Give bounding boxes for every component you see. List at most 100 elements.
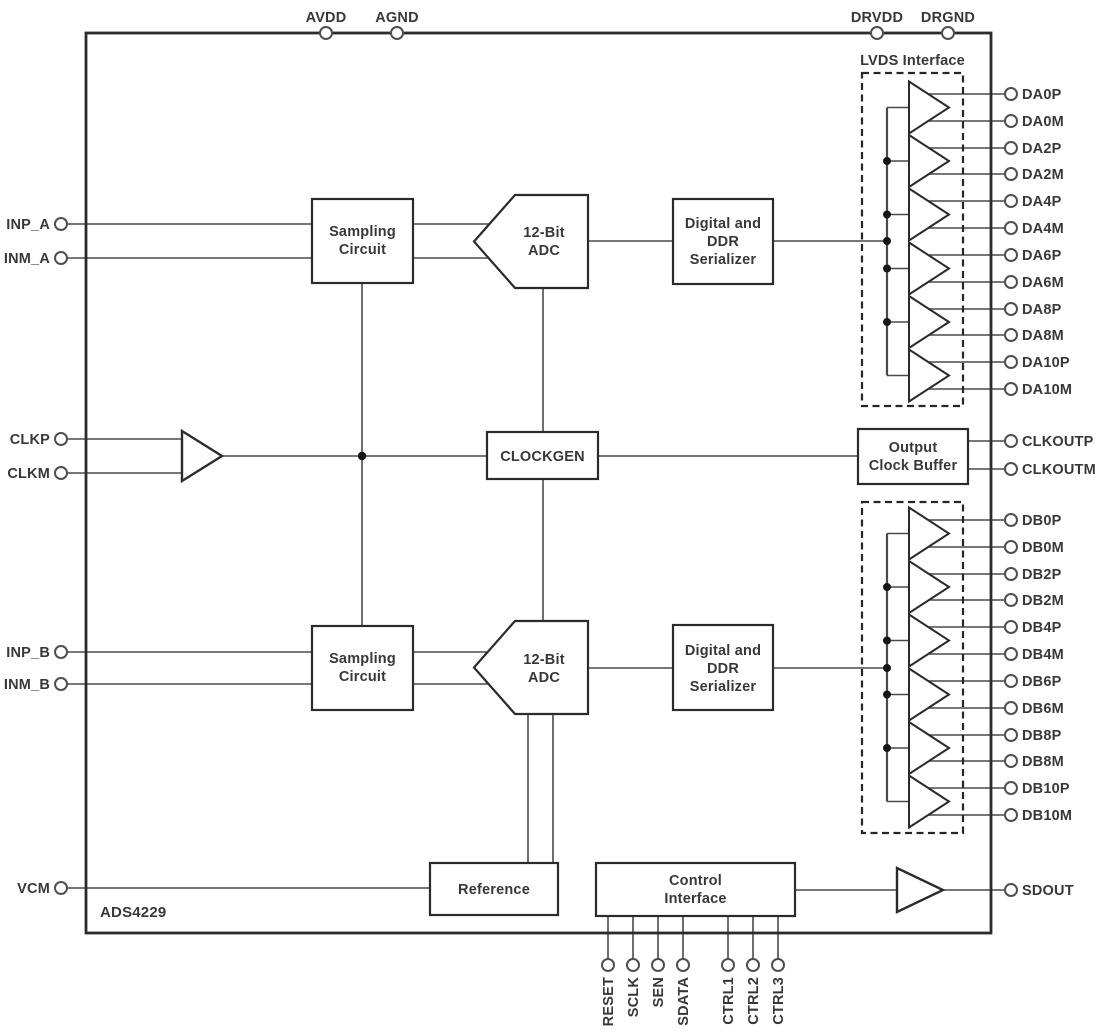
pin-label-sdout: SDOUT (1022, 883, 1074, 899)
lvds-interface-region-a (860, 71, 965, 408)
svg-text:DB0P: DB0P (1022, 513, 1062, 529)
pin-inp-b (54, 645, 68, 659)
pin-label-clkoutp: CLKOUTP (1022, 434, 1094, 450)
lvds-b-buffer-inputs (887, 532, 909, 803)
adc-a-label-line2: ADC (528, 243, 560, 259)
lvds-buffer-icon (908, 294, 951, 350)
reference-wires (527, 714, 554, 863)
lvds-buffer-icon (908, 720, 951, 776)
svg-text:DA8M: DA8M (1022, 328, 1064, 344)
pin-sdout (1004, 883, 1018, 897)
control-interface-label-line2: Interface (664, 891, 726, 907)
pin-reset (601, 958, 615, 972)
svg-text:RESET: RESET (601, 977, 617, 1026)
block-serializer-a (671, 197, 775, 286)
pin-label-clkp: CLKP (10, 432, 50, 448)
lvds-b-buffers (908, 505, 951, 830)
lvds-buffer-icon (908, 773, 951, 830)
block-serializer-b (671, 623, 775, 712)
block-sampling-circuit-b (310, 624, 415, 712)
sampling-a-label-line1: Sampling (329, 224, 396, 240)
svg-text:DA2P: DA2P (1022, 141, 1062, 157)
svg-text:DA8P: DA8P (1022, 302, 1062, 318)
lvds-buffer-icon (908, 133, 951, 189)
svg-text:DB4M: DB4M (1022, 647, 1064, 663)
pin-clkoutp (1004, 434, 1018, 448)
sampling-b-label-line2: Circuit (339, 669, 386, 685)
pin-clkp (54, 432, 68, 446)
serializer-b-label-line1: Digital and (685, 643, 761, 659)
svg-text:SCLK: SCLK (626, 977, 642, 1018)
pin-inm-b (54, 677, 68, 691)
svg-text:SEN: SEN (651, 977, 667, 1007)
lvds-b-output-lines (928, 519, 1005, 816)
pin-drgnd (941, 26, 955, 40)
lvds-a-output-lines (928, 93, 1005, 390)
pin-ctrl1 (721, 958, 735, 972)
pin-label-inm-b: INM_B (4, 677, 50, 693)
block-reference (428, 861, 560, 917)
sampling-a-label-line2: Circuit (339, 242, 386, 258)
svg-text:DA2M: DA2M (1022, 167, 1064, 183)
lvds-a-pin-labels: DA0P DA0M DA2P DA2M DA4P DA4M DA6P DA6M … (1022, 87, 1072, 398)
svg-text:DB6P: DB6P (1022, 674, 1062, 690)
svg-text:DB2M: DB2M (1022, 593, 1064, 609)
pin-clkoutm (1004, 462, 1018, 476)
lvds-buffer-icon (908, 240, 951, 297)
lvds-buffer-icon (908, 186, 951, 243)
chip-boundary (84, 31, 993, 935)
svg-text:DB2P: DB2P (1022, 567, 1062, 583)
adc-a-label-line1: 12-Bit (523, 225, 565, 241)
svg-text:DA4P: DA4P (1022, 194, 1062, 210)
svg-text:CTRL3: CTRL3 (771, 977, 787, 1025)
svg-text:DA6P: DA6P (1022, 248, 1062, 264)
control-pin-stubs (607, 916, 779, 959)
svg-text:DA10P: DA10P (1022, 355, 1070, 371)
lvds-buffer-icon (908, 347, 951, 404)
output-clock-buffer-label-line1: Output (889, 440, 938, 456)
clockgen-label: CLOCKGEN (500, 449, 585, 465)
clock-input-buffer-icon (180, 428, 225, 484)
pin-label-vcm: VCM (17, 881, 50, 897)
clkout-wires (968, 440, 1005, 470)
svg-text:DA0P: DA0P (1022, 87, 1062, 103)
svg-text:DB8M: DB8M (1022, 754, 1064, 770)
channel-b-signal-wires (413, 651, 887, 685)
pin-label-avdd: AVDD (306, 10, 347, 26)
svg-text:DA0M: DA0M (1022, 114, 1064, 130)
svg-text:DA6M: DA6M (1022, 275, 1064, 291)
junction-dots (357, 157, 891, 752)
adc-b-label-line1: 12-Bit (523, 652, 565, 668)
block-sampling-circuit-a (310, 197, 415, 285)
lvds-buffer-icon (908, 559, 951, 615)
output-clock-buffer-label-line2: Clock Buffer (869, 458, 958, 474)
svg-text:CTRL2: CTRL2 (746, 977, 762, 1025)
bottom-pin-labels: RESET SCLK SEN SDATA CTRL1 CTRL2 CTRL3 (601, 977, 787, 1027)
svg-text:DB10M: DB10M (1022, 808, 1072, 824)
pin-label-clkm: CLKM (7, 466, 50, 482)
svg-text:DB8P: DB8P (1022, 728, 1062, 744)
block-output-clock-buffer (856, 427, 970, 486)
serializer-a-label-line3: Serializer (690, 252, 757, 268)
pin-inm-a (54, 251, 68, 265)
lvds-b-pin-labels: DB0P DB0M DB2P DB2M DB4P DB4M DB6P DB6M … (1022, 513, 1072, 824)
pin-sclk (626, 958, 640, 972)
pin-vcm (54, 881, 68, 895)
pin-label-agnd: AGND (375, 10, 419, 26)
serializer-b-label-line3: Serializer (690, 679, 757, 695)
lvds-a-buffer-inputs (887, 106, 909, 377)
pin-label-inp-a: INP_A (6, 217, 50, 233)
pin-inp-a (54, 217, 68, 231)
sampling-b-label-line1: Sampling (329, 651, 396, 667)
lvds-buffer-icon (908, 79, 951, 136)
pin-agnd (390, 26, 404, 40)
serializer-a-label-line1: Digital and (685, 216, 761, 232)
block-clockgen (485, 430, 600, 481)
left-pin-wires (67, 223, 430, 889)
reference-label: Reference (458, 882, 530, 898)
sdout-buffer-icon (895, 866, 946, 914)
pin-sdata (676, 958, 690, 972)
lvds-interface-region-b (860, 500, 965, 835)
pin-drvdd (870, 26, 884, 40)
